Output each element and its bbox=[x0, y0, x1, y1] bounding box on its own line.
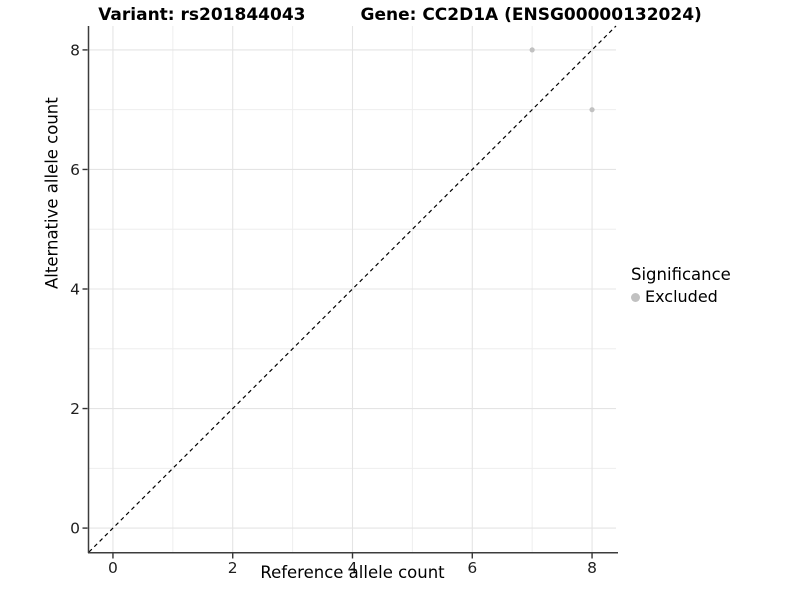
data-point bbox=[589, 107, 595, 113]
x-tick-label: 2 bbox=[228, 559, 238, 577]
x-tick-label: 4 bbox=[348, 559, 358, 577]
x-tick-label: 0 bbox=[108, 559, 118, 577]
y-tick-label: 2 bbox=[70, 400, 80, 418]
legend-title: Significance bbox=[631, 265, 731, 284]
y-tick-label: 8 bbox=[70, 41, 80, 59]
y-tick-label: 6 bbox=[70, 161, 80, 179]
x-tick-label: 6 bbox=[467, 559, 477, 577]
legend-item-label: Excluded bbox=[645, 287, 718, 306]
legend: Significance Excluded bbox=[631, 264, 731, 307]
plot-title: Variant: rs201844043 Gene: CC2D1A (ENSG0… bbox=[0, 4, 800, 26]
x-axis-label: Reference allele count bbox=[260, 563, 445, 582]
data-point bbox=[529, 47, 535, 53]
x-tick-label: 8 bbox=[587, 559, 597, 577]
legend-item-excluded: Excluded bbox=[631, 287, 731, 307]
y-tick-label: 4 bbox=[70, 281, 80, 299]
variant-title: Variant: rs201844043 bbox=[98, 5, 306, 25]
y-tick-label: 0 bbox=[70, 520, 80, 538]
gene-title: Gene: CC2D1A (ENSG00000132024) bbox=[360, 5, 702, 25]
excluded-point-icon bbox=[631, 292, 640, 302]
